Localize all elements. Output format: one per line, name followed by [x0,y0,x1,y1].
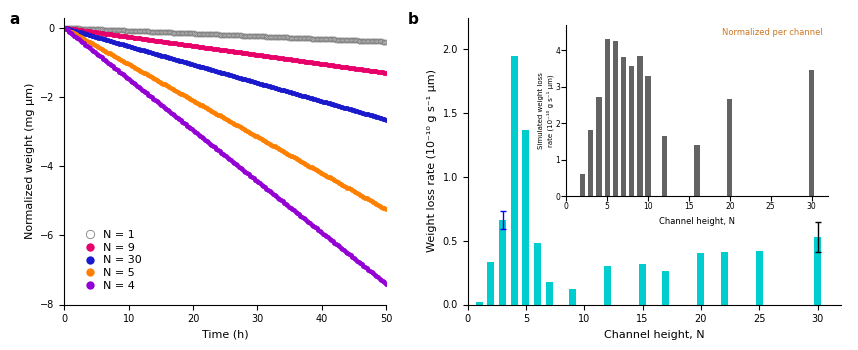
Bar [604,266,611,304]
Bar [588,130,594,196]
N = 30 [59,26,69,30]
Bar [639,264,646,304]
N = 4 [365,269,375,273]
N = 4 [72,36,82,40]
Bar [756,251,763,304]
Bar [728,99,733,196]
N = 9 [59,26,69,30]
Bar [546,281,553,304]
N = 1 [59,26,69,30]
N = 4 [119,74,130,78]
Bar [694,145,700,196]
Line: N = 30: N = 30 [62,26,389,122]
N = 4 [353,260,364,264]
Bar [613,41,618,196]
N = 5 [59,26,69,30]
Text: a: a [9,12,20,27]
N = 30 [119,43,130,47]
Bar [662,271,669,304]
N = 4 [59,26,69,30]
Bar [605,39,610,196]
N = 5 [381,207,391,211]
Bar [511,56,517,304]
Bar [596,98,601,196]
Text: b: b [408,12,419,27]
N = 9 [365,69,375,73]
Bar [814,237,821,304]
N = 1 [365,39,375,43]
Y-axis label: Normalized weight (mg μm): Normalized weight (mg μm) [25,83,34,239]
Y-axis label: Weight loss rate (10⁻¹⁰ g s⁻¹ μm): Weight loss rate (10⁻¹⁰ g s⁻¹ μm) [427,70,437,252]
N = 1 [381,40,391,44]
Bar [637,56,643,196]
N = 9 [79,28,89,33]
N = 4 [381,282,391,286]
Bar [698,253,704,304]
N = 30 [79,31,89,35]
Bar [487,262,494,304]
N = 5 [365,198,375,202]
N = 1 [72,26,82,30]
N = 1 [119,28,130,33]
Bar [569,289,576,304]
N = 9 [381,71,391,75]
N = 9 [72,28,82,32]
Bar [662,136,667,196]
N = 30 [381,117,391,121]
Bar [645,76,650,196]
Bar [523,130,529,304]
N = 1 [145,29,155,34]
Legend: N = 1, N = 9, N = 30, N = 5, N = 4: N = 1, N = 9, N = 30, N = 5, N = 4 [76,228,144,293]
N = 9 [119,34,130,38]
N = 5 [145,74,155,78]
N = 30 [365,113,375,117]
Line: N = 4: N = 4 [62,26,389,286]
X-axis label: Channel height, N: Channel height, N [659,217,735,226]
N = 5 [72,33,82,37]
N = 5 [119,60,130,64]
Bar [621,57,626,196]
N = 1 [79,27,89,31]
Bar [629,66,634,196]
Line: N = 5: N = 5 [62,26,389,212]
N = 1 [353,38,364,43]
Bar [499,220,506,304]
N = 9 [353,67,364,71]
Bar [721,252,728,304]
N = 5 [79,37,89,41]
N = 30 [72,29,82,34]
N = 5 [353,192,364,196]
Line: N = 1: N = 1 [62,26,389,44]
X-axis label: Channel height, N: Channel height, N [604,330,704,340]
Bar [580,174,585,196]
Bar [534,243,541,304]
X-axis label: Time (h): Time (h) [202,330,249,340]
Y-axis label: Simulated weight loss
rate (10⁻¹⁰ g s⁻¹ μm): Simulated weight loss rate (10⁻¹⁰ g s⁻¹ … [539,72,553,149]
N = 4 [145,94,155,98]
N = 30 [145,50,155,54]
N = 30 [353,110,364,114]
Bar [476,302,483,304]
Text: Normalized per channel: Normalized per channel [722,28,823,37]
Line: N = 9: N = 9 [62,26,389,75]
N = 9 [145,38,155,42]
Bar [809,70,814,196]
N = 4 [79,41,89,46]
